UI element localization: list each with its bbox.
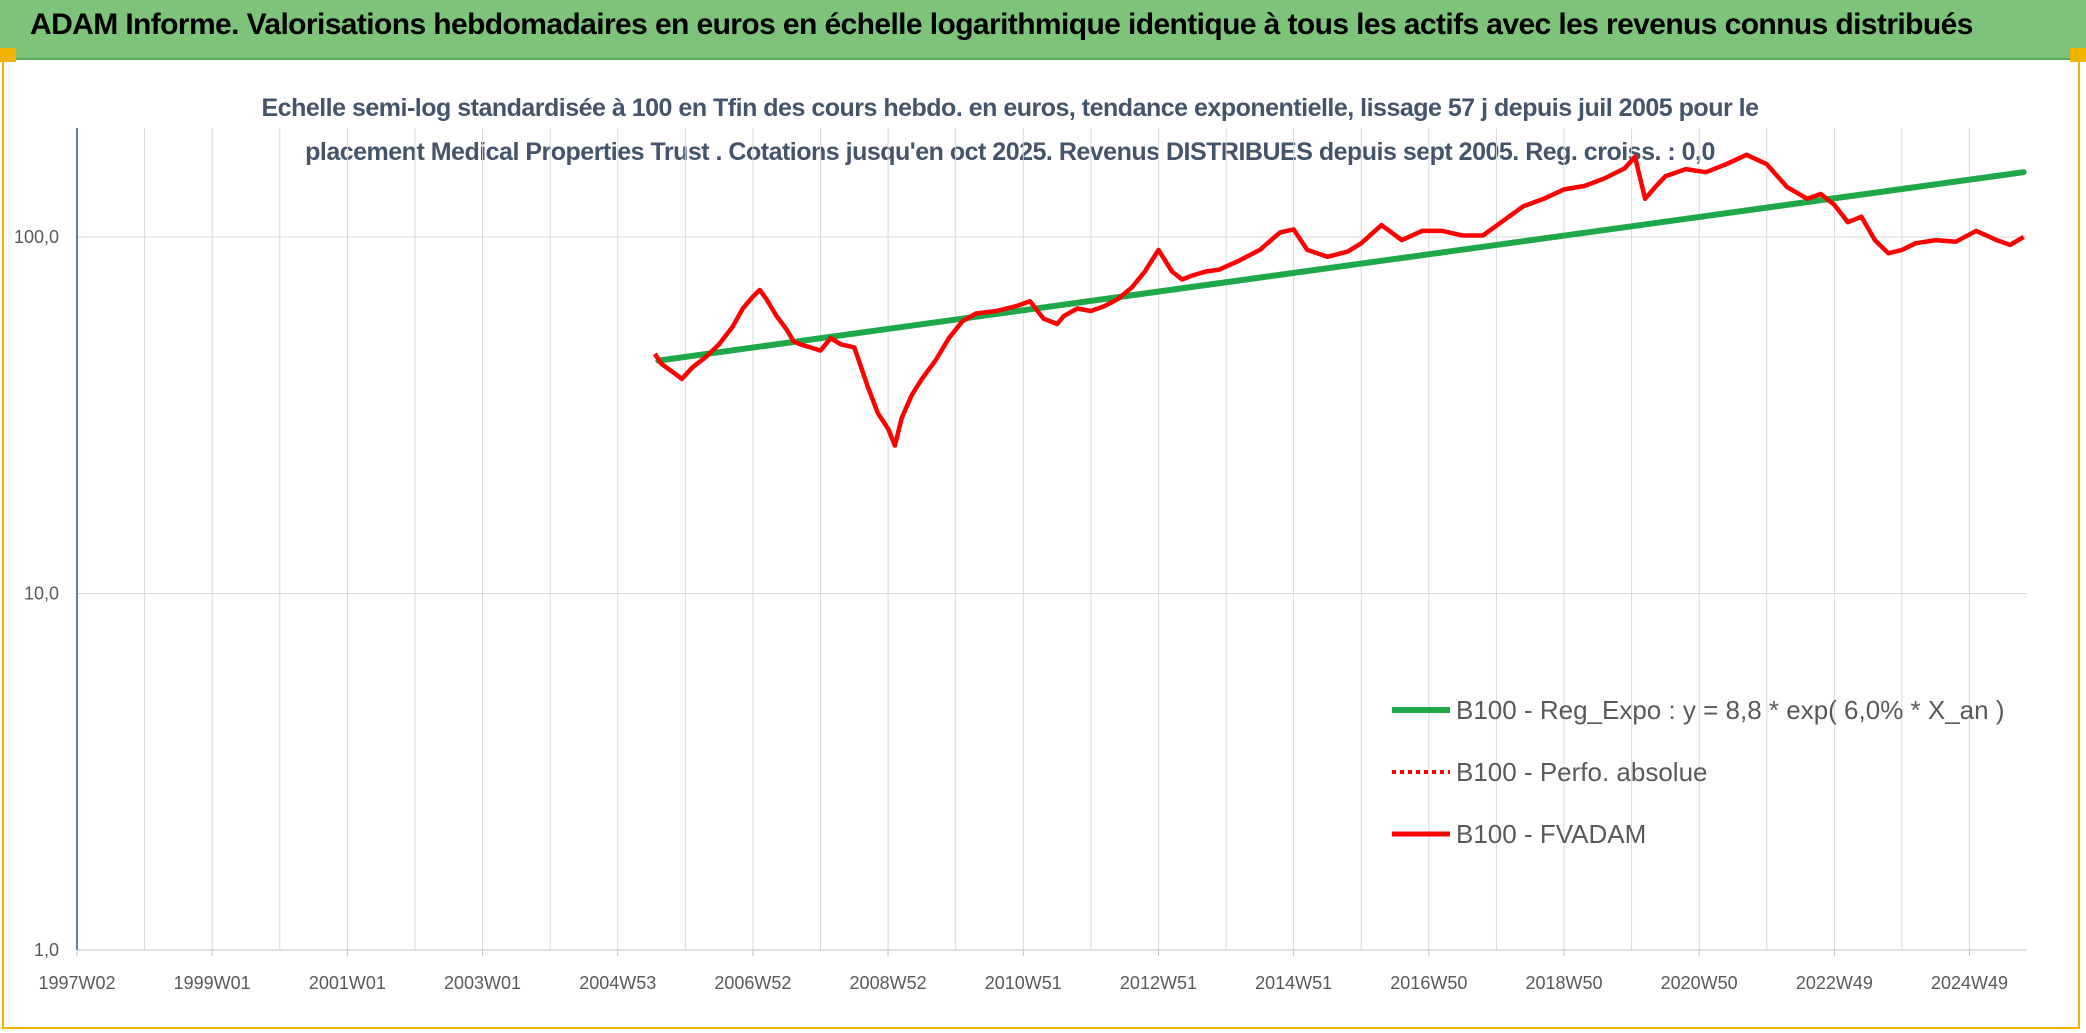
report-title: ADAM Informe. Valorisations hebdomadaire…	[30, 8, 1973, 41]
report-header: ADAM Informe. Valorisations hebdomadaire…	[0, 0, 2086, 60]
chart-title: Echelle semi-log standardisée à 100 en T…	[200, 86, 1820, 174]
x-tick-label: 2001W01	[309, 973, 386, 993]
x-tick-label: 2022W49	[1796, 973, 1873, 993]
y-tick-label: 10,0	[24, 584, 59, 604]
chart-title-line-1: Echelle semi-log standardisée à 100 en T…	[261, 94, 1759, 122]
fvadam-line	[653, 152, 2025, 448]
x-tick-label: 2020W50	[1661, 973, 1738, 993]
legend-label: B100 - Perfo. absolue	[1456, 757, 1708, 787]
x-tick-label: 2016W50	[1390, 973, 1467, 993]
legend-label: B100 - Reg_Expo : y = 8,8 * exp( 6,0% * …	[1456, 695, 2005, 725]
frame-corner-right	[2070, 48, 2086, 62]
frame-corner-left	[0, 48, 16, 62]
chart-title-line-2: placement Medical Properties Trust . Cot…	[305, 138, 1715, 166]
x-tick-label: 2014W51	[1255, 973, 1332, 993]
x-tick-label: 2024W49	[1931, 973, 2008, 993]
x-tick-label: 2012W51	[1120, 973, 1197, 993]
axes: 1,0 10,0 100,0 1997W02 1999W01 2001W01 2003W01…	[14, 128, 2027, 993]
grid	[76, 128, 2027, 951]
legend: B100 - Reg_Expo : y = 8,8 * exp( 6,0% * …	[1392, 695, 2005, 849]
y-tick-label: 100,0	[14, 227, 59, 247]
x-tick-label: 2018W50	[1525, 973, 1602, 993]
x-tick-label: 2003W01	[444, 973, 521, 993]
x-tick-label: 1999W01	[174, 973, 251, 993]
y-tick-label: 1,0	[34, 940, 59, 960]
trend-line	[655, 169, 2027, 364]
x-tick-label: 2006W52	[714, 973, 791, 993]
x-tick-label: 2008W52	[850, 973, 927, 993]
x-tick-label: 2010W51	[985, 973, 1062, 993]
series-area	[653, 152, 2027, 448]
x-tick-label: 2004W53	[579, 973, 656, 993]
chart-frame	[2, 62, 2080, 1029]
x-tick-label: 1997W02	[38, 973, 115, 993]
legend-label: B100 - FVADAM	[1456, 819, 1646, 849]
